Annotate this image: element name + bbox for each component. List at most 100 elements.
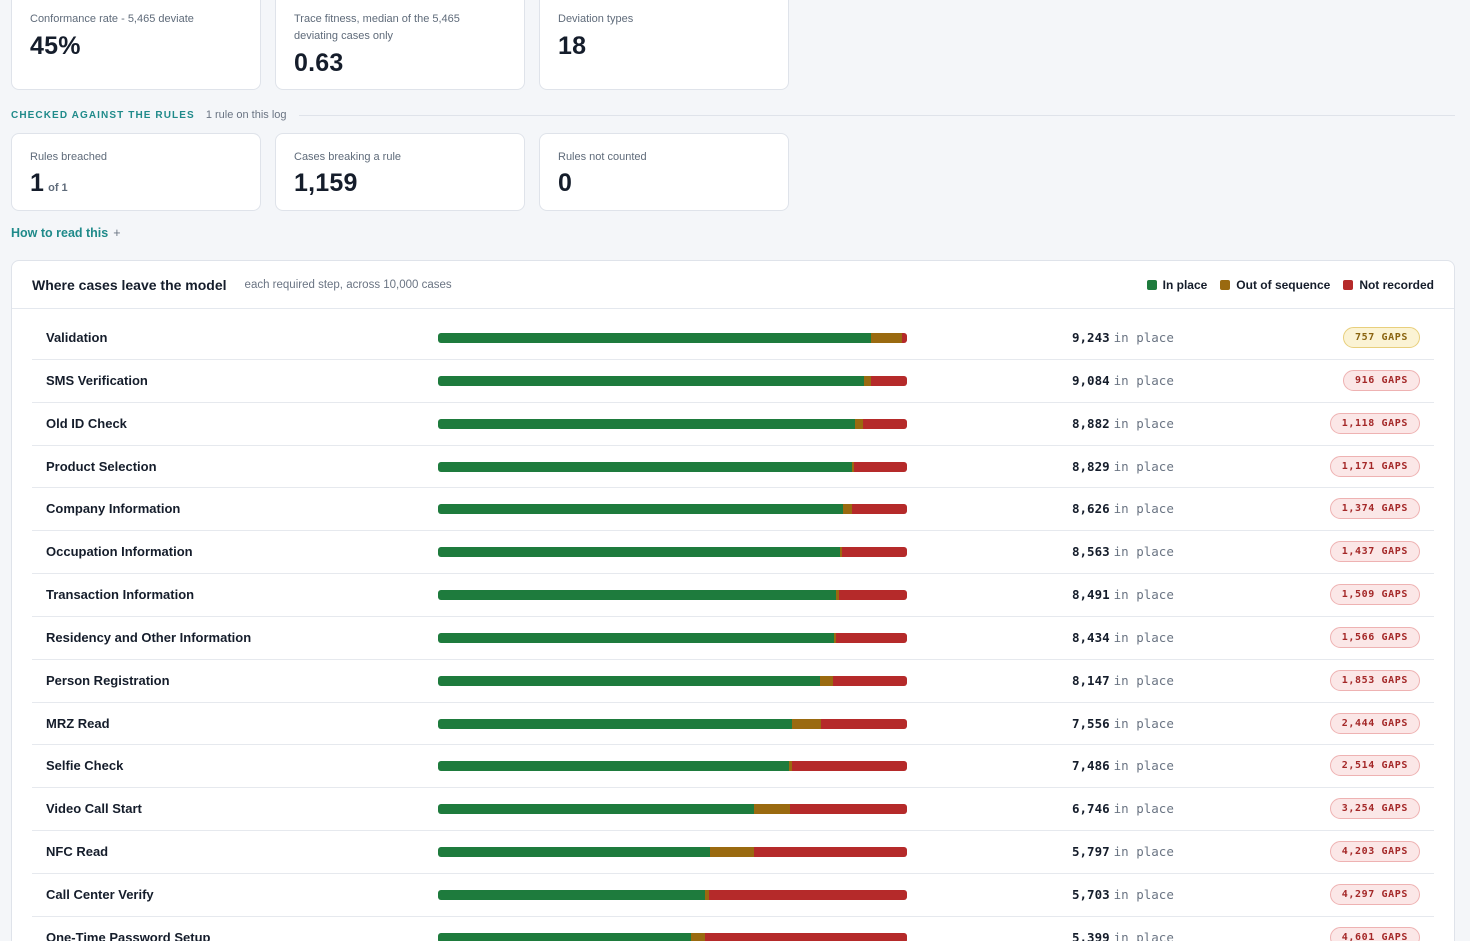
- step-name: MRZ Read: [46, 715, 110, 731]
- legend-out-of-sequence: Out of sequence: [1220, 278, 1330, 292]
- step-row[interactable]: Person Registration 8,147 in place 1,853 GA…: [32, 660, 1434, 703]
- gaps-badge[interactable]: 1,118 GAPS: [1329, 412, 1420, 434]
- out-of-sequence-segment: [864, 375, 872, 386]
- kpi-card-rules-breached: Rules breached 1 of 1: [11, 133, 261, 211]
- step-row[interactable]: Residency and Other Information 8,434 in p…: [32, 617, 1434, 660]
- step-name: Occupation Information: [46, 544, 193, 560]
- in-place-value: 5,703: [1072, 886, 1110, 902]
- in-place-count: 5,703 in place: [1072, 887, 1174, 902]
- in-place-segment: [438, 632, 834, 643]
- kpi-card-conformance: Conformance rate - 5,465 deviate 45%: [11, 0, 261, 90]
- step-bar: [438, 804, 907, 815]
- kpi-label: Conformance rate - 5,465 deviate: [30, 13, 194, 25]
- step-row[interactable]: Validation 9,243 in place 757 GAPS: [32, 317, 1434, 360]
- step-row[interactable]: MRZ Read 7,556 in place 2,444 GAPS: [32, 703, 1434, 746]
- step-name: Old ID Check: [46, 415, 127, 431]
- in-place-segment: [438, 333, 872, 343]
- step-row[interactable]: Product Selection 8,829 in place 1,171 GAPS: [32, 446, 1434, 489]
- legend: In place Out of sequence Not recorded: [1134, 278, 1434, 292]
- not-recorded-segment: [842, 547, 907, 558]
- step-bar: [438, 590, 907, 601]
- in-place-value: 6,746: [1072, 801, 1110, 817]
- how-to-read-toggle[interactable]: How to read this +: [11, 226, 121, 240]
- in-place-suffix: in place: [1113, 886, 1174, 902]
- in-place-suffix: in place: [1113, 501, 1174, 517]
- out-of-sequence-segment: [871, 333, 902, 343]
- step-row[interactable]: SMS Verification 9,084 in place 916 GAPS: [32, 360, 1434, 403]
- gaps-badge[interactable]: 1,853 GAPS: [1329, 669, 1420, 691]
- not-recorded-segment: [862, 418, 907, 429]
- in-place-segment: [438, 761, 790, 772]
- steps-panel: Where cases leave the model each require…: [11, 260, 1455, 941]
- step-row[interactable]: Selfie Check 7,486 in place 2,514 GAPS: [32, 745, 1434, 789]
- section-note: 1 rule on this log: [205, 109, 287, 121]
- in-place-count: 7,486 in place: [1072, 758, 1174, 773]
- gaps-badge[interactable]: 3,254 GAPS: [1329, 798, 1420, 820]
- gaps-badge[interactable]: 1,566 GAPS: [1329, 626, 1420, 648]
- legend-not-recorded: Not recorded: [1343, 278, 1434, 292]
- in-place-segment: [438, 418, 855, 429]
- not-recorded-segment: [789, 804, 907, 815]
- in-place-segment: [438, 590, 837, 601]
- legend-swatch: [1220, 279, 1231, 290]
- gaps-badge[interactable]: 1,509 GAPS: [1329, 584, 1420, 606]
- kpi-label: Rules not counted: [558, 151, 647, 163]
- in-place-count: 8,491 in place: [1072, 587, 1174, 602]
- step-row[interactable]: Video Call Start 6,746 in place 3,254 GAPS: [32, 788, 1434, 832]
- step-row[interactable]: Transaction Information 8,491 in place 1,50…: [32, 574, 1434, 617]
- in-place-value: 8,434: [1072, 629, 1110, 645]
- gaps-badge[interactable]: 4,203 GAPS: [1329, 841, 1420, 863]
- gaps-badge[interactable]: 2,444 GAPS: [1329, 712, 1420, 734]
- not-recorded-segment: [709, 889, 907, 900]
- step-bar: [438, 675, 907, 686]
- step-row[interactable]: Occupation Information 8,563 in place 1,437…: [32, 531, 1434, 575]
- step-row[interactable]: Old ID Check 8,882 in place 1,118 GAPS: [32, 403, 1434, 446]
- gaps-badge[interactable]: 2,514 GAPS: [1329, 755, 1420, 777]
- step-row[interactable]: Company Information 8,626 in place 1,374 GA…: [32, 488, 1434, 532]
- step-row[interactable]: Call Center Verify 5,703 in place 4,297 GAP…: [32, 874, 1434, 917]
- step-bar: [438, 504, 907, 515]
- in-place-value: 7,486: [1072, 758, 1110, 774]
- gaps-badge[interactable]: 4,297 GAPS: [1329, 883, 1420, 905]
- out-of-sequence-segment: [820, 675, 833, 686]
- not-recorded-segment: [832, 675, 907, 686]
- in-place-suffix: in place: [1113, 844, 1174, 860]
- not-recorded-segment: [820, 718, 907, 729]
- not-recorded-segment: [871, 375, 907, 386]
- legend-in-place: In place: [1146, 278, 1207, 292]
- step-bar: [438, 847, 907, 858]
- step-row[interactable]: NFC Read 5,797 in place 4,203 GAPS: [32, 831, 1434, 874]
- not-recorded-segment: [835, 632, 907, 643]
- out-of-sequence-segment: [854, 418, 863, 429]
- gaps-badge[interactable]: 4,601 GAPS: [1329, 926, 1420, 941]
- in-place-count: 5,797 in place: [1072, 844, 1174, 859]
- kpi-value: 0: [558, 169, 573, 197]
- gaps-badge[interactable]: 1,171 GAPS: [1329, 455, 1420, 477]
- in-place-value: 8,563: [1072, 544, 1110, 560]
- rules-section-header: CHECKED AGAINST THE RULES 1 rule on this…: [11, 107, 1455, 123]
- in-place-suffix: in place: [1113, 330, 1174, 345]
- legend-swatch: [1146, 279, 1157, 290]
- kpi-card-trace-fitness: Trace fitness, median of the 5,465 devia…: [275, 0, 525, 90]
- step-bar: [438, 461, 907, 472]
- kpi-value: 18: [558, 32, 587, 60]
- kpi-value: 0.63: [294, 49, 344, 77]
- step-name: Video Call Start: [46, 801, 142, 817]
- gaps-badge[interactable]: 916 GAPS: [1343, 369, 1420, 391]
- gaps-badge[interactable]: 757 GAPS: [1343, 327, 1420, 348]
- not-recorded-segment: [851, 504, 907, 515]
- in-place-segment: [438, 889, 706, 900]
- step-bar: [438, 418, 907, 429]
- gaps-badge[interactable]: 1,437 GAPS: [1329, 541, 1420, 563]
- in-place-suffix: in place: [1113, 587, 1174, 603]
- out-of-sequence-segment: [792, 718, 821, 729]
- step-name: Transaction Information: [46, 587, 195, 603]
- kpi-label: Deviation types: [558, 13, 634, 25]
- out-of-sequence-segment: [842, 504, 852, 515]
- step-row[interactable]: One-Time Password Setup 5,399 in place 4,60…: [32, 917, 1434, 941]
- in-place-suffix: in place: [1113, 672, 1174, 688]
- in-place-segment: [438, 504, 843, 515]
- section-divider: [298, 114, 1455, 116]
- gaps-badge[interactable]: 1,374 GAPS: [1329, 498, 1420, 520]
- kpi-value: 1: [30, 169, 45, 197]
